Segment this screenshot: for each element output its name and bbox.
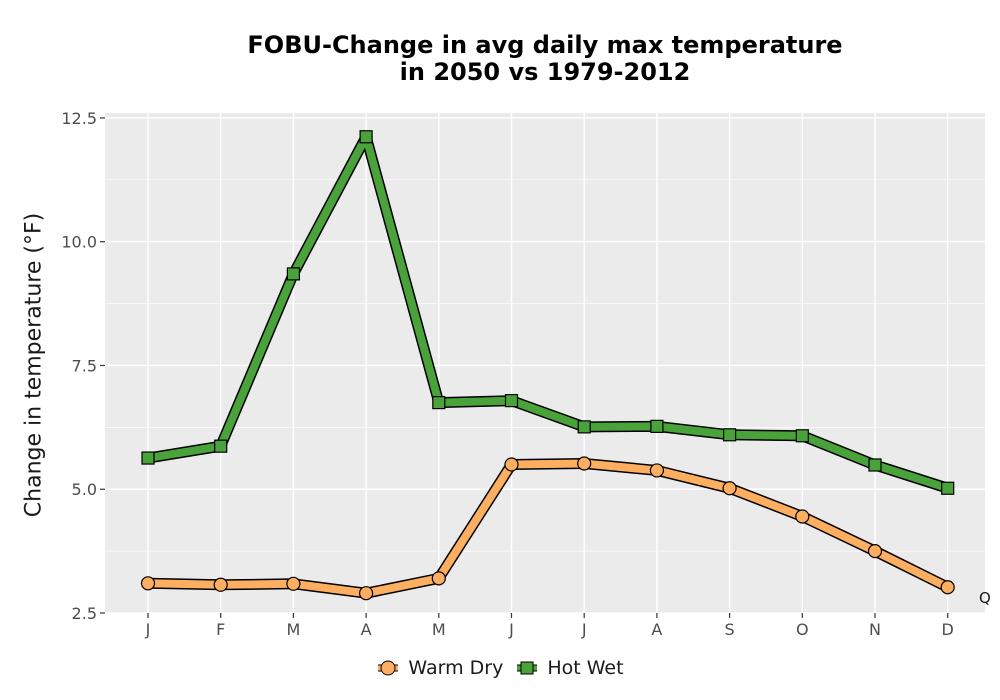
- legend-key-warm-dry: [378, 660, 399, 676]
- data-point-warm-dry: [649, 463, 665, 478]
- data-point-warm-dry: [795, 509, 810, 524]
- chart-title-line-2: in 2050 vs 1979-2012: [399, 58, 691, 86]
- legend: Warm Dry Hot Wet: [0, 656, 1000, 680]
- x-tick-label: M: [286, 620, 300, 639]
- chart-title-line-1: FOBU-Change in avg daily max temperature: [247, 31, 843, 59]
- data-point-hot-wet: [286, 267, 300, 281]
- data-point-hot-wet: [214, 439, 228, 453]
- legend-label-hot-wet: Hot Wet: [547, 657, 624, 679]
- legend-key-hot-wet: [517, 661, 538, 675]
- y-tick-label: 12.5: [61, 109, 97, 128]
- data-point-warm-dry: [286, 576, 301, 591]
- x-tick-label: D: [942, 620, 954, 639]
- data-point-hot-wet: [868, 458, 882, 472]
- series-line-hot-wet: [144, 132, 952, 493]
- data-point-warm-dry: [504, 457, 519, 472]
- data-point-hot-wet: [432, 396, 446, 410]
- legend-item-hot-wet: Hot Wet: [515, 656, 624, 680]
- x-tick-label: A: [361, 620, 372, 639]
- x-tick-label: J: [145, 620, 151, 639]
- data-point-hot-wet: [650, 419, 664, 433]
- data-point-warm-dry: [359, 586, 374, 601]
- x-tick-label: J: [581, 620, 587, 639]
- data-point-hot-wet: [722, 428, 737, 442]
- data-point-warm-dry: [867, 544, 883, 559]
- x-tick-label: J: [508, 620, 514, 639]
- data-point-hot-wet: [359, 130, 373, 144]
- x-tick-label: N: [869, 620, 881, 639]
- data-point-hot-wet: [577, 420, 591, 434]
- y-tick-label: 5.0: [72, 480, 97, 499]
- data-point-warm-dry: [213, 577, 228, 592]
- data-point-warm-dry: [577, 456, 592, 471]
- x-tick-label: F: [216, 620, 225, 639]
- data-point-warm-dry: [940, 580, 955, 595]
- data-point-hot-wet: [504, 394, 519, 408]
- legend-label-warm-dry: Warm Dry: [408, 657, 504, 679]
- data-point-hot-wet: [795, 429, 809, 443]
- x-tick-label: M: [432, 620, 446, 639]
- y-tick-label: 10.0: [61, 233, 97, 252]
- data-point-hot-wet: [141, 451, 155, 465]
- series-line-warm-dry: [144, 459, 952, 598]
- corner-annotation: Q: [979, 589, 991, 607]
- data-point-warm-dry: [431, 571, 446, 586]
- y-tick-label: 7.5: [72, 356, 97, 375]
- chart-title: FOBU-Change in avg daily max temperature…: [105, 32, 985, 86]
- x-tick-label: O: [796, 620, 809, 639]
- legend-item-warm-dry: Warm Dry: [376, 656, 503, 680]
- x-tick-label: S: [725, 620, 735, 639]
- data-point-hot-wet: [941, 481, 955, 495]
- y-tick-label: 2.5: [72, 604, 97, 623]
- data-point-warm-dry: [722, 481, 737, 496]
- x-tick-label: A: [651, 620, 662, 639]
- data-point-warm-dry: [140, 576, 156, 591]
